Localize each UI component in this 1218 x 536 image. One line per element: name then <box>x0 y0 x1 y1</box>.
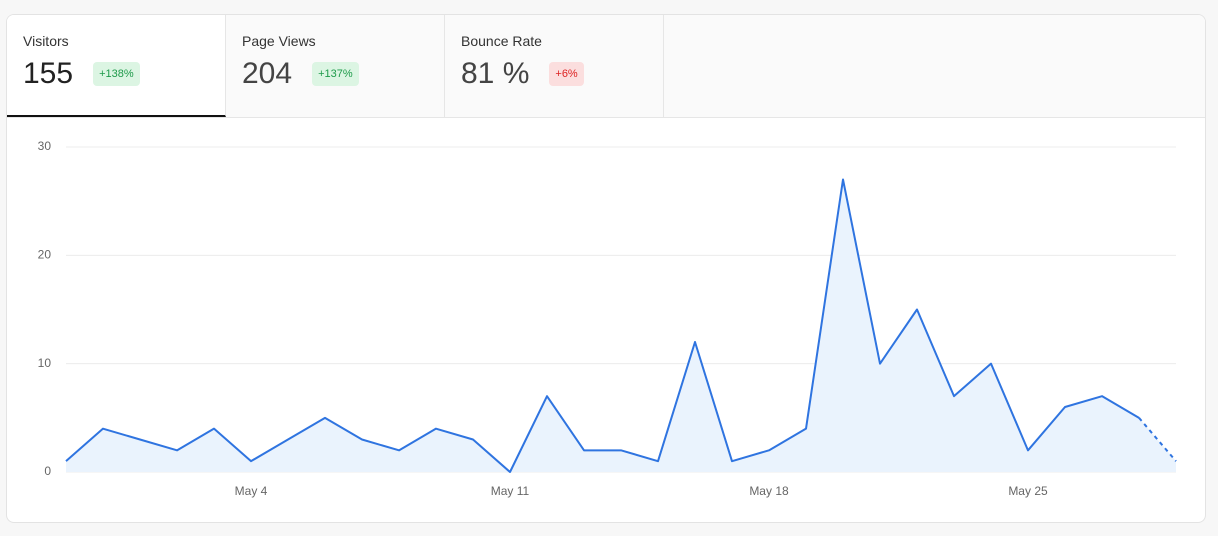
y-tick-label: 0 <box>44 464 51 478</box>
y-tick-label: 30 <box>38 139 52 153</box>
x-tick-label: May 4 <box>235 484 268 498</box>
metric-change: +137% <box>312 62 359 86</box>
x-tick-label: May 11 <box>491 484 530 498</box>
metric-value: 204 <box>242 57 293 90</box>
x-tick-label: May 25 <box>1008 484 1048 498</box>
metric-row: 155 +138% <box>23 57 225 91</box>
metric-change: +138% <box>93 62 140 86</box>
area <box>66 179 1176 472</box>
metric-value: 155 <box>23 57 74 90</box>
metric-tab[interactable]: Bounce Rate 81 % +6% <box>445 15 664 117</box>
line <box>65 178 1140 473</box>
metric-value: 81 % <box>461 57 530 90</box>
metric-label: Page Views <box>242 33 316 49</box>
metric-label: Bounce Rate <box>461 33 542 49</box>
tab-bar: Visitors 155 +138% Page Views 204 +137% Bounce… <box>7 15 1205 118</box>
metric-tab[interactable]: Visitors 155 +138% <box>7 15 226 117</box>
metric-row: 204 +137% <box>242 57 444 91</box>
y-tick-label: 20 <box>38 248 52 262</box>
y-tick-label: 10 <box>38 356 52 370</box>
x-tick-label: May 18 <box>749 484 789 498</box>
line-projection <box>1138 417 1177 462</box>
metric-row: 81 % +6% <box>461 57 663 91</box>
metric-label: Visitors <box>23 33 69 49</box>
metric-tab[interactable]: Page Views 204 +137% <box>226 15 445 117</box>
metric-change: +6% <box>549 62 584 86</box>
